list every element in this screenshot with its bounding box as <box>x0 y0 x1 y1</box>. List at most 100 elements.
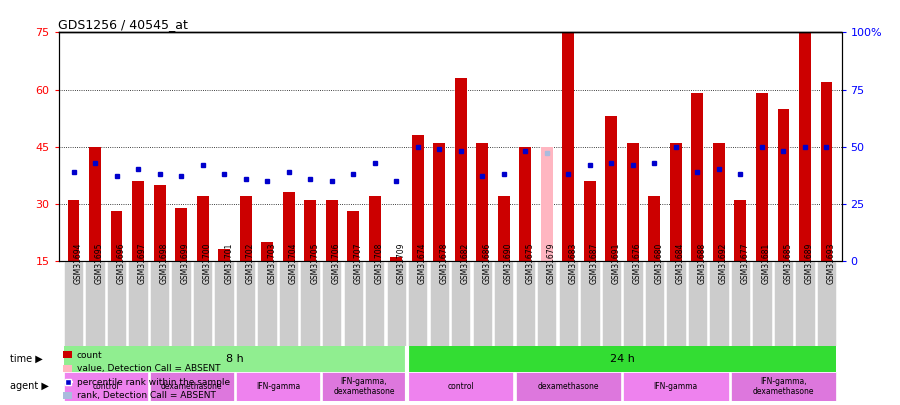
Text: GSM31686: GSM31686 <box>482 243 491 284</box>
Bar <box>584 181 596 261</box>
Text: GSM31690: GSM31690 <box>504 243 513 284</box>
Text: GSM31681: GSM31681 <box>762 243 771 284</box>
Text: GSM31706: GSM31706 <box>332 243 341 284</box>
Bar <box>537 261 556 346</box>
Bar <box>731 372 836 401</box>
Text: control: control <box>447 382 474 391</box>
Bar <box>132 181 144 261</box>
Text: GSM31689: GSM31689 <box>805 243 814 284</box>
Bar <box>322 372 406 401</box>
Bar <box>494 261 514 346</box>
Text: IFN-gamma,
dexamethasone: IFN-gamma, dexamethasone <box>752 377 814 396</box>
Text: GSM31699: GSM31699 <box>181 243 190 284</box>
Text: GSM31676: GSM31676 <box>633 243 642 284</box>
Text: GSM31682: GSM31682 <box>461 243 470 284</box>
Bar <box>562 32 574 261</box>
Bar <box>644 261 664 346</box>
Bar <box>429 261 449 346</box>
Bar <box>304 200 316 261</box>
Bar <box>472 261 492 346</box>
Bar <box>516 372 621 401</box>
Bar <box>64 346 406 372</box>
Bar <box>606 116 617 261</box>
Text: GSM31708: GSM31708 <box>374 243 383 284</box>
Text: IFN-gamma: IFN-gamma <box>256 382 300 391</box>
Bar <box>666 261 686 346</box>
Text: GSM31677: GSM31677 <box>741 243 750 284</box>
Bar <box>365 261 384 346</box>
Text: GSM31695: GSM31695 <box>95 243 104 284</box>
Bar <box>218 249 230 261</box>
Bar <box>799 21 811 261</box>
Bar <box>408 346 836 372</box>
Bar <box>322 261 341 346</box>
Bar <box>86 261 104 346</box>
Bar <box>709 261 729 346</box>
Bar <box>774 261 793 346</box>
Bar <box>236 372 320 401</box>
Text: 8 h: 8 h <box>226 354 244 364</box>
Text: GSM31694: GSM31694 <box>74 243 83 284</box>
Bar <box>691 93 703 261</box>
Bar <box>623 372 729 401</box>
Bar <box>602 261 621 346</box>
Bar <box>408 372 514 401</box>
Bar <box>817 261 836 346</box>
Text: control: control <box>93 382 119 391</box>
Bar <box>408 261 427 346</box>
Bar <box>107 261 126 346</box>
Text: GSM31687: GSM31687 <box>590 243 598 284</box>
Text: GSM31680: GSM31680 <box>654 243 663 284</box>
Bar <box>301 261 320 346</box>
Bar <box>731 261 750 346</box>
Text: time ▶: time ▶ <box>10 354 42 364</box>
Bar <box>756 93 768 261</box>
Bar <box>171 261 191 346</box>
Bar <box>627 143 639 261</box>
Text: GSM31691: GSM31691 <box>611 243 620 284</box>
Legend: count, value, Detection Call = ABSENT, percentile rank within the sample, rank, : count, value, Detection Call = ABSENT, p… <box>63 351 230 401</box>
Text: GSM31688: GSM31688 <box>698 243 706 284</box>
Bar <box>391 257 402 261</box>
Text: GSM31703: GSM31703 <box>267 243 276 284</box>
Bar <box>344 261 363 346</box>
Text: GSM31704: GSM31704 <box>289 243 298 284</box>
Bar <box>111 211 122 261</box>
Bar <box>451 261 471 346</box>
Bar <box>261 242 273 261</box>
Text: GSM31683: GSM31683 <box>568 243 577 284</box>
Bar <box>559 261 578 346</box>
Text: GSM31678: GSM31678 <box>439 243 448 284</box>
Bar <box>713 143 725 261</box>
Bar <box>369 196 381 261</box>
Bar <box>498 196 509 261</box>
Text: 24 h: 24 h <box>609 354 634 364</box>
Bar <box>433 143 446 261</box>
Bar <box>89 147 101 261</box>
Bar <box>129 261 148 346</box>
Text: GSM31692: GSM31692 <box>719 243 728 284</box>
Text: dexamethasone: dexamethasone <box>537 382 599 391</box>
Text: agent ▶: agent ▶ <box>10 382 49 392</box>
Text: GSM31709: GSM31709 <box>396 243 405 284</box>
Text: GSM31700: GSM31700 <box>202 243 211 284</box>
Bar <box>821 82 833 261</box>
Text: IFN-gamma,
dexamethasone: IFN-gamma, dexamethasone <box>333 377 395 396</box>
Text: GSM31701: GSM31701 <box>224 243 233 284</box>
Text: GSM31674: GSM31674 <box>418 243 427 284</box>
Bar <box>519 147 531 261</box>
Bar <box>541 147 553 261</box>
Bar <box>648 196 661 261</box>
Bar <box>197 196 209 261</box>
Bar <box>347 211 359 261</box>
Bar <box>688 261 707 346</box>
Text: GSM31702: GSM31702 <box>246 243 255 284</box>
Text: GSM31675: GSM31675 <box>526 243 535 284</box>
Bar <box>214 261 234 346</box>
Text: IFN-gamma: IFN-gamma <box>653 382 698 391</box>
Bar <box>279 261 298 346</box>
Text: dexamethasone: dexamethasone <box>161 382 222 391</box>
Text: GSM31707: GSM31707 <box>353 243 362 284</box>
Text: GSM31679: GSM31679 <box>547 243 556 284</box>
Bar <box>454 78 467 261</box>
